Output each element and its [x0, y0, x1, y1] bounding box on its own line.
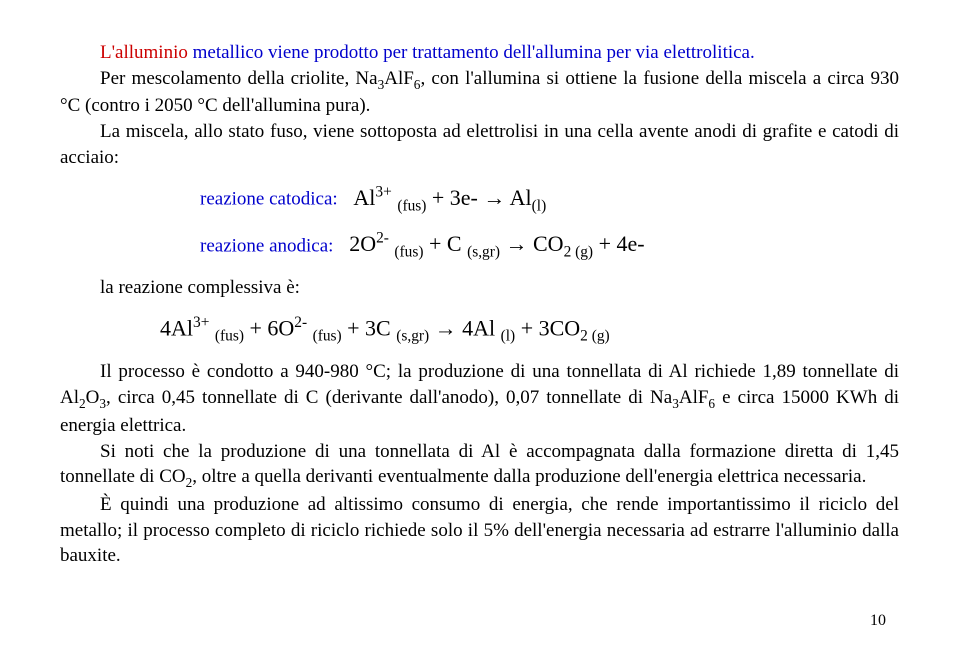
sub: 2 (g)	[580, 328, 610, 345]
eq-text: + 3CO	[515, 315, 580, 340]
eq-text: → CO	[500, 231, 564, 256]
text-p5c: , circa 0,45 tonnellate di C (derivante …	[106, 387, 672, 408]
sub: (s,gr)	[467, 244, 500, 261]
sub: (fus)	[215, 328, 244, 345]
text-p7: È quindi una produzione ad altissimo con…	[60, 494, 899, 566]
equation-overall: 4Al3+ (fus) + 6O2- (fus) + 3C (s,gr) → 4…	[160, 313, 899, 348]
text-p5d: AlF	[679, 387, 709, 408]
sub: 2 (g)	[564, 244, 594, 261]
text-p2a: Per mescolamento della criolite, Na	[100, 68, 378, 89]
paragraph-4: la reazione complessiva è:	[100, 275, 899, 301]
text-p2b: AlF	[384, 68, 414, 89]
eq2-label: reazione anodica:	[200, 235, 333, 256]
text-p1b: metallico viene prodotto per trattamento…	[188, 42, 755, 63]
sub: (l)	[532, 197, 547, 214]
paragraph-7: È quindi una produzione ad altissimo con…	[60, 492, 899, 569]
eq-text: + 6O	[244, 315, 294, 340]
eq-text: Al	[353, 185, 375, 210]
paragraph-5: Il processo è condotto a 940-980 °C; la …	[60, 359, 899, 438]
equation-anodic: reazione anodica: 2O2- (fus) + C (s,gr) …	[200, 229, 899, 264]
eq-text: 2O	[349, 231, 376, 256]
page-number: 10	[870, 610, 886, 632]
text-p5b: O	[86, 387, 100, 408]
eq-text: + 3e- → Al	[426, 185, 531, 210]
equation-cathodic: reazione catodica: Al3+ (fus) + 3e- → Al…	[200, 182, 899, 217]
text-p4: la reazione complessiva è:	[100, 277, 300, 298]
eq-text: 4Al	[160, 315, 193, 340]
sup: 2-	[294, 314, 307, 331]
paragraph-2: Per mescolamento della criolite, Na3AlF6…	[60, 66, 899, 119]
eq-text: + C	[423, 231, 467, 256]
paragraph-3: La miscela, allo stato fuso, viene sotto…	[60, 119, 899, 170]
sup: 2-	[376, 230, 389, 247]
sub: (l)	[501, 328, 516, 345]
eq1-label: reazione catodica:	[200, 189, 338, 210]
text-p6b: , oltre a quella derivanti eventualmente…	[192, 466, 866, 487]
paragraph-1: L'alluminio metallico viene prodotto per…	[60, 40, 899, 66]
sub: (fus)	[397, 197, 426, 214]
sub: 2	[79, 396, 86, 411]
text-p3: La miscela, allo stato fuso, viene sotto…	[60, 121, 899, 168]
paragraph-6: Si noti che la produzione di una tonnell…	[60, 439, 899, 492]
text-alluminio: L'alluminio	[100, 42, 188, 63]
eq-text: + 3C	[342, 315, 397, 340]
sub: 3	[672, 396, 679, 411]
eq-text: + 4e-	[593, 231, 645, 256]
sub: (fus)	[394, 244, 423, 261]
sup: 3+	[375, 183, 391, 200]
eq-text: → 4Al	[429, 315, 501, 340]
sup: 3+	[193, 314, 209, 331]
sub: (fus)	[313, 328, 342, 345]
sub: (s,gr)	[396, 328, 429, 345]
